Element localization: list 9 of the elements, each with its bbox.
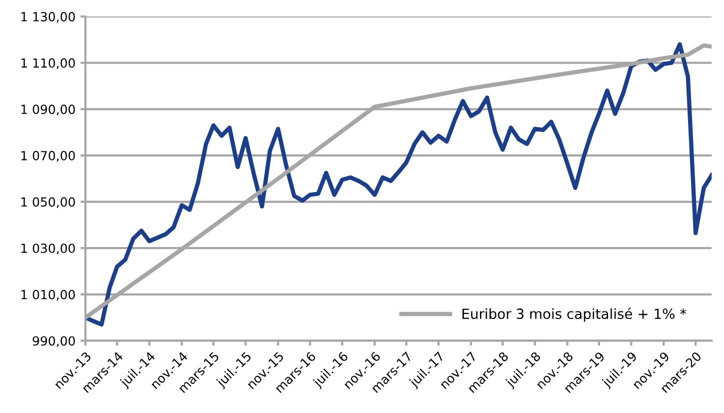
legend-label: Euribor 3 mois capitalisé + 1% * xyxy=(462,308,686,322)
y-tick-label: 1 030,00 xyxy=(21,244,75,254)
y-tick-label: 1 130,00 xyxy=(21,12,75,23)
y-tick-label: 990,00 xyxy=(32,336,75,347)
y-tick-label: 1 050,00 xyxy=(21,197,75,208)
y-tick-label: 1 090,00 xyxy=(21,104,75,116)
y-tick-label: 1 110,00 xyxy=(21,58,75,70)
y-tick-label: 1 070,00 xyxy=(21,150,75,162)
y-tick-label: 1 010,00 xyxy=(21,290,75,301)
